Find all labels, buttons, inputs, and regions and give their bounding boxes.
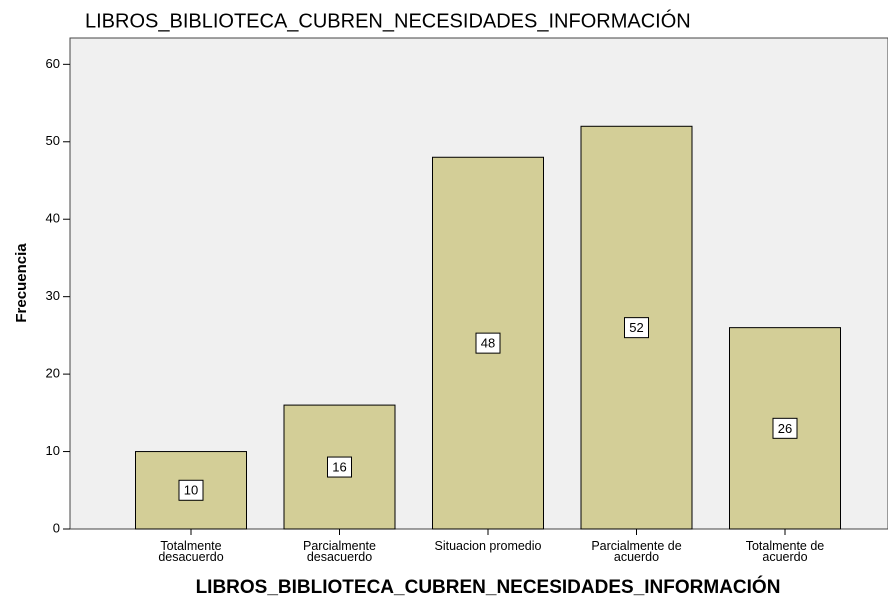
value-label-box <box>475 332 501 354</box>
chart-title: LIBROS_BIBLIOTECA_CUBREN_NECESIDADES_INF… <box>85 9 691 32</box>
y-tick-label: 60 <box>46 56 60 71</box>
value-label-box <box>772 417 798 439</box>
value-label: 10 <box>184 483 198 498</box>
y-tick-label: 40 <box>46 211 60 226</box>
value-label-box <box>178 479 204 501</box>
x-tick-label: Parcialmente desacuerdo <box>303 539 376 564</box>
x-tick-label: Parcialmente de acuerdo <box>591 539 682 564</box>
value-label: 26 <box>778 421 792 436</box>
value-label: 52 <box>629 320 643 335</box>
y-tick-label: 20 <box>46 366 60 381</box>
value-label-box <box>327 456 352 478</box>
y-tick-label: 10 <box>46 443 60 458</box>
x-tick-label: Totalmente de acuerdo <box>745 539 825 564</box>
y-axis-title: Frecuencia <box>13 243 30 323</box>
value-label: 16 <box>332 459 346 474</box>
x-tick-label: Situacion promedio <box>434 539 542 553</box>
x-tick-label: Totalmente desacuerdo <box>158 539 224 564</box>
y-tick-label: 30 <box>46 288 60 303</box>
value-label-box <box>624 317 649 339</box>
value-label: 48 <box>481 336 495 351</box>
x-axis-title: LIBROS_BIBLIOTECA_CUBREN_NECESIDADES_INF… <box>196 576 781 598</box>
y-tick-label: 0 <box>53 520 60 535</box>
y-tick-label: 50 <box>46 133 60 148</box>
